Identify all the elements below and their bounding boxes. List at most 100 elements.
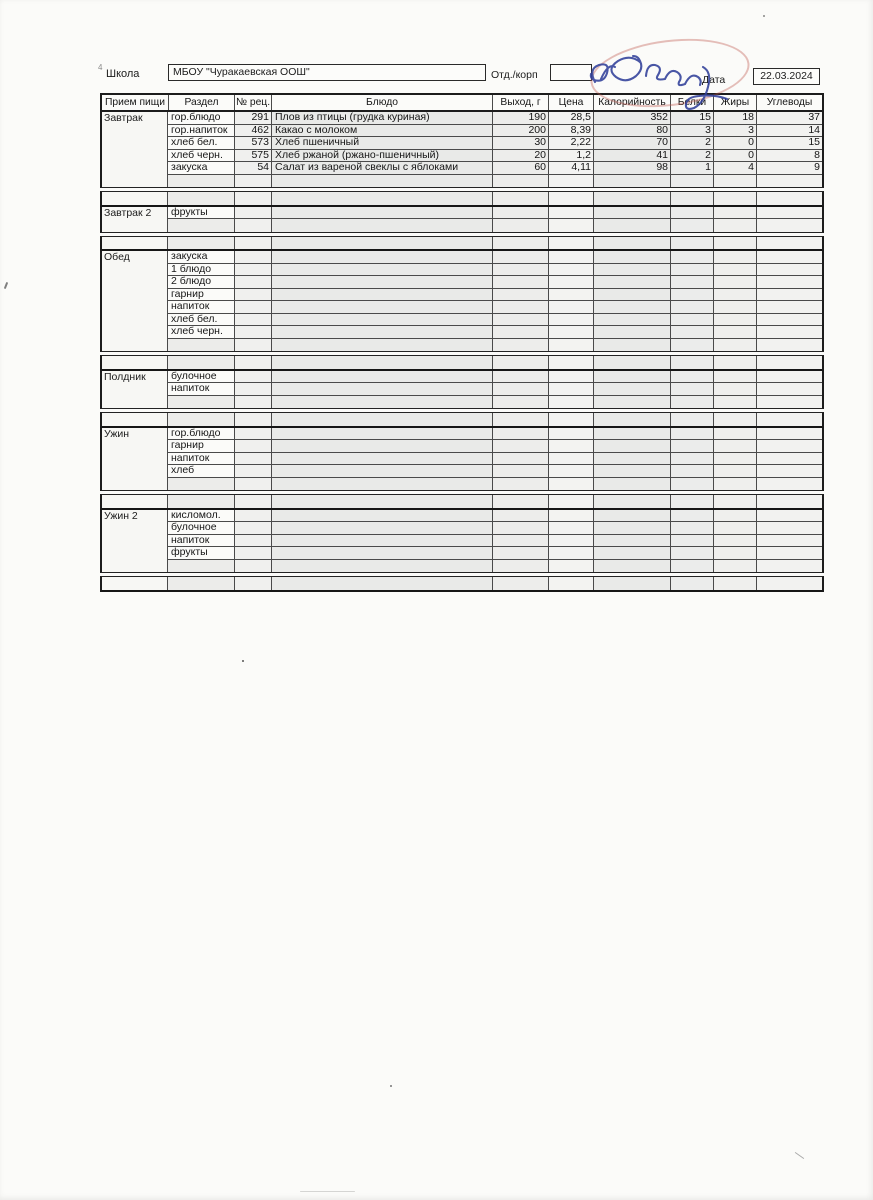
meal-label-empty bbox=[102, 577, 168, 590]
cell-carb bbox=[756, 559, 822, 572]
cell-dish: Какао с молоком bbox=[271, 124, 492, 136]
cell-fat bbox=[713, 559, 756, 572]
cell-fat bbox=[713, 413, 756, 426]
cell-carb bbox=[756, 219, 822, 232]
scan-speck bbox=[794, 1151, 805, 1160]
cell-prot bbox=[670, 338, 713, 351]
cell-kcal: 41 bbox=[593, 149, 670, 161]
cell-razdel: кисломол. bbox=[168, 509, 234, 521]
cell-dish: Хлеб ржаной (ржано-пшеничный) bbox=[271, 149, 492, 161]
cell-carb: 9 bbox=[756, 162, 822, 174]
cell-carb bbox=[756, 577, 822, 590]
cell-num: 291 bbox=[234, 112, 271, 124]
cell-kcal bbox=[593, 440, 670, 452]
cell-out bbox=[492, 219, 548, 232]
cell-price: 1,2 bbox=[548, 149, 593, 161]
cell-num bbox=[234, 547, 271, 559]
cell-carb bbox=[756, 301, 822, 313]
table-row: гор.блюдо bbox=[168, 427, 822, 440]
cell-dish bbox=[271, 356, 492, 369]
cell-dish bbox=[271, 251, 492, 263]
cell-fat bbox=[713, 522, 756, 534]
cell-out bbox=[492, 427, 548, 439]
cell-carb bbox=[756, 370, 822, 382]
cell-prot bbox=[670, 236, 713, 249]
cell-num bbox=[234, 192, 271, 205]
cell-num bbox=[234, 251, 271, 263]
cell-fat: 0 bbox=[713, 149, 756, 161]
column-header: Прием пищи bbox=[104, 97, 166, 108]
meal-section: Полдник булочное напиток bbox=[100, 370, 824, 428]
table-row bbox=[168, 192, 822, 205]
cell-num bbox=[234, 452, 271, 464]
cell-kcal bbox=[593, 356, 670, 369]
cell-out bbox=[492, 452, 548, 464]
table-row: булочное bbox=[168, 522, 822, 535]
cell-out bbox=[492, 559, 548, 572]
table-row: 1 блюдо bbox=[168, 263, 822, 276]
cell-fat bbox=[713, 427, 756, 439]
cell-prot bbox=[670, 440, 713, 452]
cell-prot bbox=[670, 577, 713, 590]
cell-fat bbox=[713, 263, 756, 275]
column-header: № рец. bbox=[234, 95, 271, 110]
cell-razdel: 1 блюдо bbox=[168, 263, 234, 275]
cell-out bbox=[492, 301, 548, 313]
cell-fat bbox=[713, 465, 756, 477]
cell-price bbox=[548, 477, 593, 490]
cell-prot bbox=[670, 495, 713, 508]
cell-prot: 2 bbox=[670, 149, 713, 161]
cell-prot bbox=[670, 370, 713, 382]
cell-dish bbox=[271, 534, 492, 546]
meal-label: Завтрак bbox=[102, 112, 168, 187]
cell-out bbox=[492, 440, 548, 452]
cell-kcal bbox=[593, 276, 670, 288]
cell-fat bbox=[713, 356, 756, 369]
cell-kcal bbox=[593, 477, 670, 490]
cell-out bbox=[492, 313, 548, 325]
cell-out bbox=[492, 395, 548, 408]
cell-kcal bbox=[593, 465, 670, 477]
table-row: хлеб черн. bbox=[168, 326, 822, 339]
cell-out: 60 bbox=[492, 162, 548, 174]
meal-label: Ужин bbox=[102, 427, 168, 490]
cell-out: 190 bbox=[492, 112, 548, 124]
cell-price bbox=[548, 192, 593, 205]
cell-razdel: гарнир bbox=[168, 288, 234, 300]
cell-kcal bbox=[593, 192, 670, 205]
table-row bbox=[168, 236, 822, 249]
meal-label: Ужин 2 bbox=[102, 509, 168, 572]
cell-carb bbox=[756, 465, 822, 477]
cell-carb bbox=[756, 174, 822, 187]
cell-razdel bbox=[168, 356, 234, 369]
meal-section: Завтрак гор.блюдо 291 Плов из птицы (грудка… bbox=[100, 112, 824, 207]
cell-fat bbox=[713, 206, 756, 218]
cell-num bbox=[234, 288, 271, 300]
table-row: 2 блюдо bbox=[168, 276, 822, 289]
cell-num bbox=[234, 534, 271, 546]
cell-out: 20 bbox=[492, 149, 548, 161]
cell-prot bbox=[670, 547, 713, 559]
cell-price bbox=[548, 288, 593, 300]
cell-fat bbox=[713, 477, 756, 490]
cell-carb bbox=[756, 192, 822, 205]
cell-out bbox=[492, 577, 548, 590]
cell-price bbox=[548, 206, 593, 218]
cell-carb bbox=[756, 509, 822, 521]
cell-carb bbox=[756, 413, 822, 426]
table-row: закуска 54 Салат из вареной свеклы с яблок… bbox=[168, 162, 822, 175]
cell-carb bbox=[756, 522, 822, 534]
cell-kcal: 98 bbox=[593, 162, 670, 174]
cell-carb: 8 bbox=[756, 149, 822, 161]
cell-price bbox=[548, 559, 593, 572]
cell-num bbox=[234, 301, 271, 313]
cell-fat bbox=[713, 440, 756, 452]
cell-price bbox=[548, 263, 593, 275]
table-row: булочное bbox=[168, 370, 822, 383]
cell-dish bbox=[271, 370, 492, 382]
cell-fat bbox=[713, 338, 756, 351]
table-row: напиток bbox=[168, 301, 822, 314]
cell-price: 2,22 bbox=[548, 137, 593, 149]
table-row bbox=[168, 338, 822, 351]
cell-kcal bbox=[593, 251, 670, 263]
